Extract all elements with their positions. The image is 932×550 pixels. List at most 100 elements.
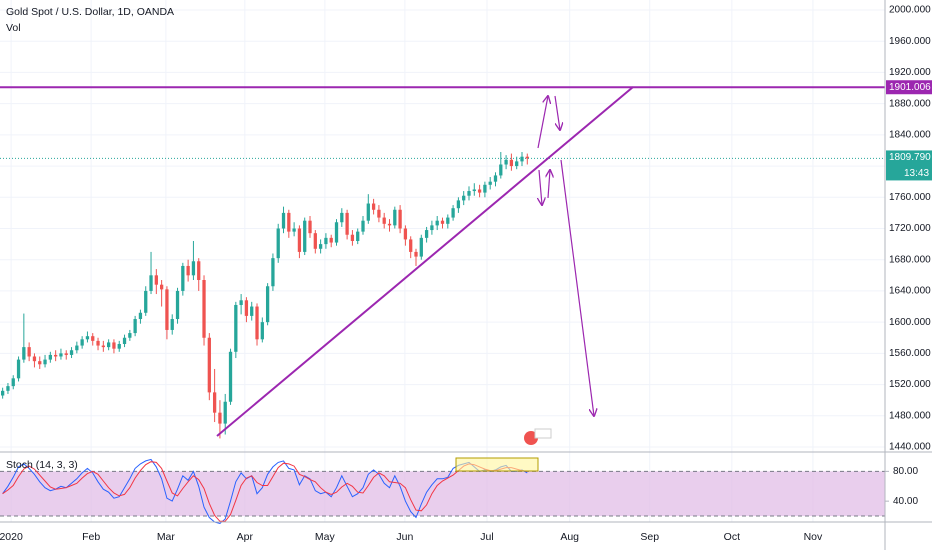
x-tick-label: Jun: [396, 531, 413, 543]
arrow: [548, 170, 550, 199]
candle-body: [255, 306, 259, 340]
candle-body: [393, 209, 397, 226]
candle-body: [477, 189, 482, 193]
candle-body: [265, 286, 270, 323]
last-price-box: [886, 150, 932, 181]
y-tick-label: 1760.000: [889, 192, 931, 203]
candle-body: [112, 342, 116, 349]
candle-body: [48, 354, 52, 360]
candle-body: [186, 265, 190, 276]
arrow: [537, 96, 548, 149]
candle-body: [16, 359, 21, 379]
marks: [0, 86, 885, 525]
y-tick-label: 80.00: [893, 466, 918, 477]
candle-body: [165, 289, 169, 330]
candle-body: [292, 228, 296, 232]
stoch-line: [2, 458, 528, 525]
candle-body: [419, 237, 423, 257]
y-tick-label: 1600.000: [889, 317, 931, 328]
candle-body: [85, 336, 90, 340]
candle-body: [154, 275, 158, 285]
candle-body: [181, 265, 185, 291]
candle-body: [424, 230, 429, 238]
countdown: 13:43: [904, 168, 929, 179]
candle-body: [313, 233, 317, 249]
candle-body: [170, 319, 174, 330]
y-tick-label: 1440.000: [889, 442, 931, 453]
highlight-box: [455, 457, 539, 472]
candle-body: [101, 345, 105, 348]
candle-body: [303, 220, 307, 252]
candle-body: [1, 390, 5, 396]
y-tick-label: 1920.000: [889, 67, 931, 78]
candle-body: [488, 181, 492, 185]
candle-body: [250, 306, 254, 316]
y-tick-label: 1880.000: [889, 98, 931, 109]
candle-body: [223, 401, 227, 424]
candle-body: [525, 156, 529, 159]
candle-body: [239, 300, 243, 305]
candle-body: [43, 359, 47, 365]
x-tick-label: Nov: [804, 531, 823, 543]
candle-body: [202, 280, 206, 338]
candle-body: [218, 412, 222, 424]
candle-body: [281, 212, 286, 229]
candle-body: [387, 223, 392, 226]
band-fill: [0, 471, 885, 517]
candle-body: [430, 225, 434, 231]
chart-subtitle: Vol: [6, 22, 21, 34]
candle-body: [366, 203, 370, 221]
x-tick-label: Mar: [157, 531, 176, 543]
candle-body: [117, 343, 121, 349]
last-price-label: 1809.790: [889, 152, 931, 163]
candle-body: [106, 342, 111, 348]
candle-body: [54, 354, 58, 357]
candle-body: [144, 290, 148, 313]
candle-body: [80, 339, 84, 346]
arrow: [560, 159, 594, 416]
candle-body: [361, 220, 365, 232]
x-tick-label: Oct: [724, 531, 740, 543]
candle-body: [318, 244, 323, 249]
x-tick-label: Sep: [640, 531, 659, 543]
candle-body: [350, 234, 355, 241]
candle-body: [520, 156, 524, 162]
candle-body: [133, 319, 137, 334]
candle-body: [409, 239, 413, 252]
candle-body: [59, 353, 63, 357]
candle-body: [32, 356, 37, 362]
candle-body: [446, 217, 450, 224]
y-tick-label: 1560.000: [889, 348, 931, 359]
trend-line: [216, 86, 634, 437]
candle-body: [435, 220, 439, 226]
y-tick-label: 1840.000: [889, 129, 931, 140]
candle-body: [228, 351, 233, 402]
y-tick-label: 1480.000: [889, 410, 931, 421]
candle-body: [297, 228, 302, 252]
candle-body: [149, 275, 153, 291]
candle-body: [398, 209, 402, 229]
candle-body: [138, 312, 143, 320]
candle-body: [6, 386, 10, 391]
grid: [0, 0, 889, 522]
y-tick-label: 1520.000: [889, 379, 931, 390]
candle-body: [271, 258, 275, 287]
candle-body: [244, 300, 249, 316]
candle-body: [308, 220, 312, 234]
y-tick-label: 1960.000: [889, 36, 931, 47]
y-tick-label: 1680.000: [889, 254, 931, 265]
candle-body: [69, 350, 74, 355]
level-label-box: [886, 80, 932, 95]
candle-body: [11, 378, 15, 387]
candle-body: [128, 333, 132, 338]
y-tick-label: 2000.000: [889, 5, 931, 16]
y-tick-label: 1720.000: [889, 223, 931, 234]
x-tick-label: Jul: [480, 531, 493, 543]
y-tick-label: 40.00: [893, 496, 918, 507]
candle-body: [191, 261, 196, 276]
x-tick-label: 2020: [0, 531, 23, 543]
stoch-band: [0, 470, 885, 517]
event-flag: [534, 428, 552, 439]
